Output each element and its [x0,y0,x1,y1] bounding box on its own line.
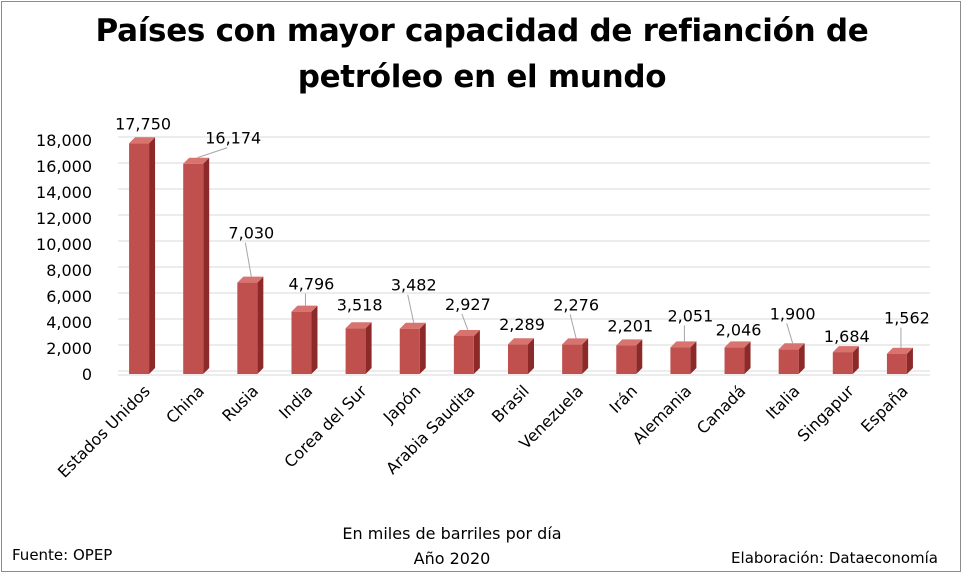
bar-top [832,346,859,353]
value-label: 1,562 [884,309,930,328]
bar-side [582,338,589,374]
value-label-leader [461,313,469,331]
year-note: Año 2020 [413,549,491,568]
category-label: Canadá [693,381,749,437]
bar-top [886,347,913,354]
bar [724,347,745,374]
y-tick-label: 16,000 [36,157,92,176]
bar [399,328,420,374]
bar [291,311,312,374]
value-label: 2,289 [499,315,545,334]
value-label: 4,796 [289,275,335,294]
value-label-leader [407,294,415,323]
bar [237,282,258,374]
category-label: Japón [379,381,425,427]
value-label: 1,900 [770,304,816,323]
bar-top [183,157,210,164]
chart-title-line1: Países con mayor capacidad de refianción… [95,13,869,49]
bar-top [778,343,805,350]
bar-side [906,347,913,374]
value-label-leader [244,242,252,277]
source-label: Fuente: OPEP [12,546,113,564]
value-label-leader [569,314,577,339]
value-label: 2,276 [553,295,599,314]
bar-side [798,343,805,374]
bar-side [419,322,426,374]
bar [616,345,637,374]
bar [129,143,150,374]
bar-side [311,305,318,374]
category-label: India [275,381,316,422]
bar-top [453,329,480,336]
category-label: Rusia [218,381,262,425]
value-label: 2,046 [716,320,762,339]
bar-side [473,329,480,374]
bar-side [257,276,264,374]
category-label: España [857,381,912,436]
bar [345,328,366,374]
bar-top [237,276,264,283]
bar [832,352,853,374]
value-label: 7,030 [228,224,274,243]
value-label: 2,051 [667,306,713,325]
bar-side [744,341,751,374]
value-label: 2,201 [607,316,653,335]
bar-side [149,137,156,374]
value-label: 1,684 [824,327,870,346]
y-tick-label: 14,000 [36,183,92,202]
bar-top [508,338,534,345]
bar-side [528,338,534,374]
bar-side [690,341,697,374]
bar [562,344,583,374]
bar-top [291,305,318,312]
bar [670,347,691,374]
category-label: Estados Unidos [54,381,154,481]
bar-side [852,346,859,374]
chart-title: Países con mayor capacidad de refianción… [0,8,964,100]
bar-top [670,341,697,348]
bar-top [616,339,643,346]
y-tick-label: 2,000 [46,339,92,358]
y-tick-label: 0 [82,365,92,384]
category-label: Brasil [488,381,533,426]
category-label: Alemania [629,381,695,447]
value-label: 3,482 [391,276,437,295]
bar-top [399,322,426,329]
bar-top [345,322,372,329]
bar-top [724,341,751,348]
value-label-leader [197,147,228,159]
value-label-leader [786,323,794,344]
value-label: 3,518 [337,295,383,314]
y-tick-label: 4,000 [46,313,92,332]
y-tick-label: 8,000 [46,261,92,280]
y-tick-label: 18,000 [36,131,92,150]
bar-top [562,338,589,345]
y-tick-label: 10,000 [36,235,92,254]
bar-side [636,339,643,374]
credit-label: Elaboración: Dataeconomía [731,549,938,567]
category-label: China [162,381,208,427]
value-label: 17,750 [115,114,171,133]
category-label: Italia [762,381,803,422]
value-label: 2,927 [445,295,491,314]
bar [508,344,528,374]
bar [453,335,474,374]
bar-side [203,157,210,374]
bar [886,353,907,374]
category-label: Singapur [794,381,858,445]
bar-top [129,137,156,144]
bar [183,163,204,374]
chart-title-line2: petróleo en el mundo [297,59,667,95]
y-tick-label: 12,000 [36,209,92,228]
y-tick-label: 6,000 [46,287,92,306]
bar-side [365,322,372,374]
value-label: 16,174 [205,129,261,148]
category-label: Irán [606,381,642,417]
bar [778,349,799,374]
units-note: En miles de barriles por día [342,524,562,543]
